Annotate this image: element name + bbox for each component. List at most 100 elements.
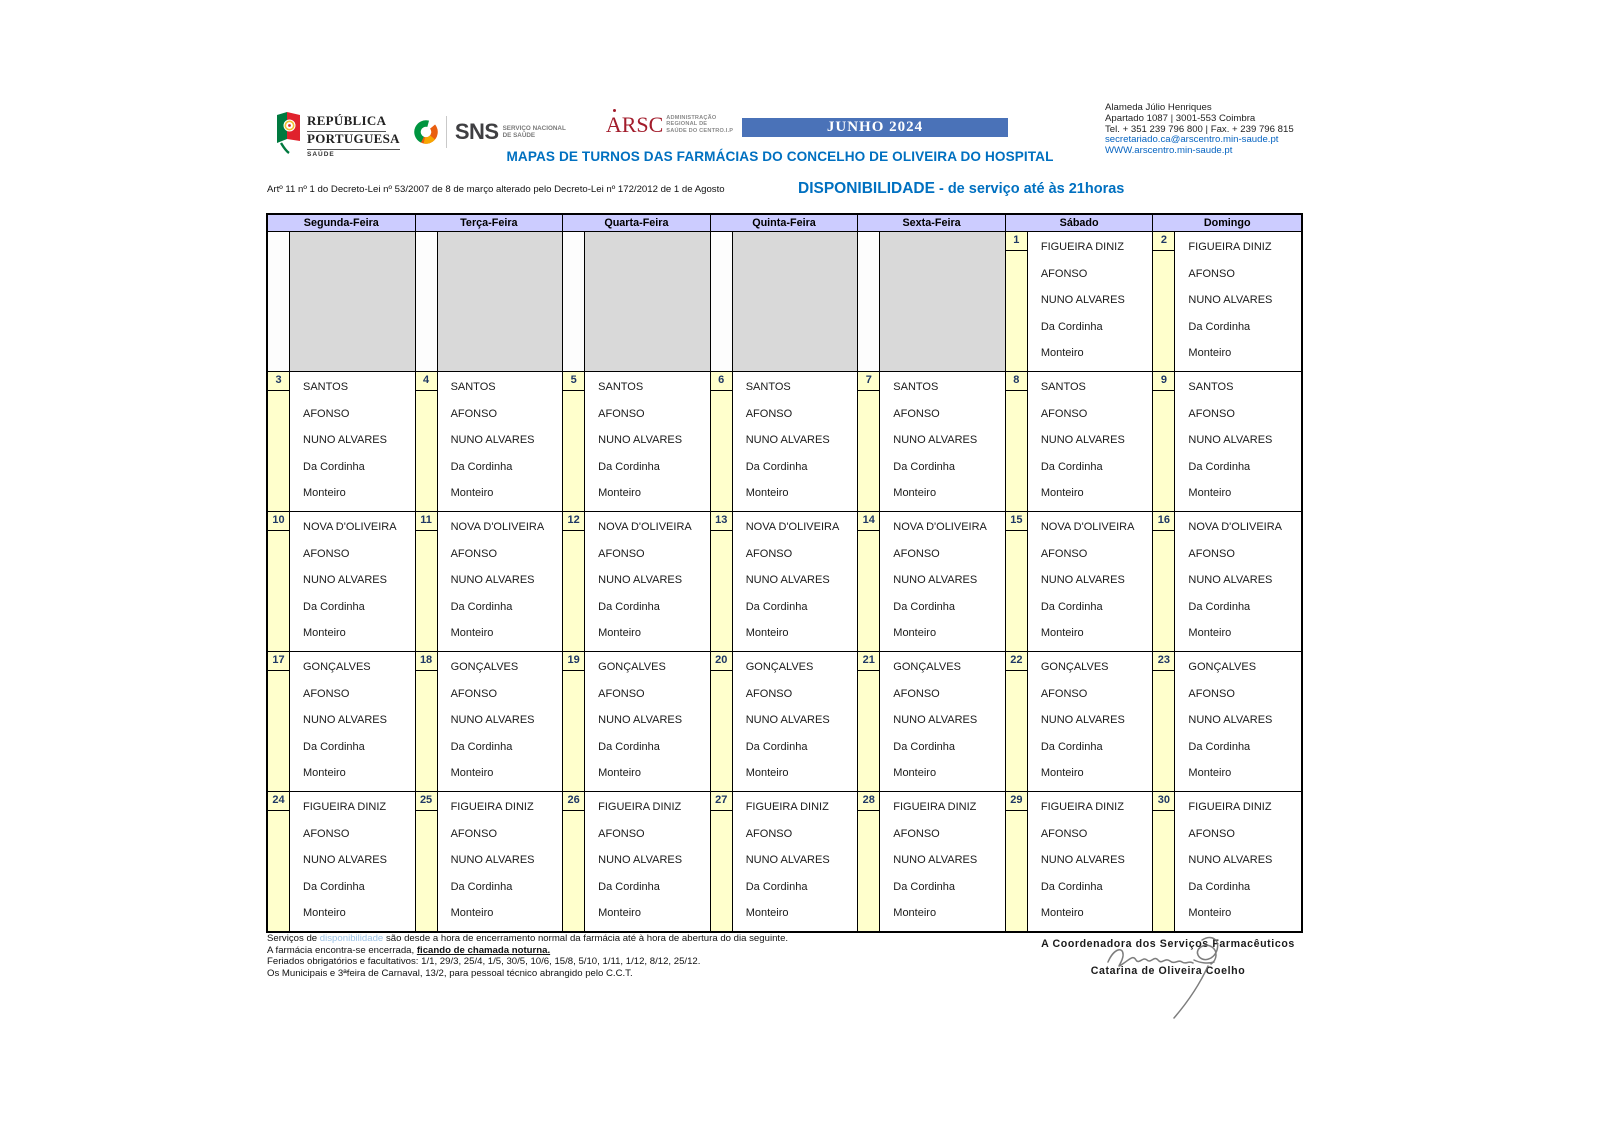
pharmacy-name: AFONSO	[1040, 407, 1088, 420]
pharmacy-name: Da Cordinha	[1040, 880, 1103, 893]
pharmacy-name: NUNO ALVARES	[1188, 434, 1273, 446]
day-cell: 8 SANTOS AFONSO NUNO ALVARES Da Cordinha Mont…	[1005, 372, 1154, 511]
pharmacy-name: Da Cordinha	[745, 880, 808, 893]
sns-logo: SNS SERVIÇO NACIONAL DE SAÚDE	[414, 116, 566, 148]
pharmacy-name: AFONSO	[598, 687, 645, 700]
day-number: 22	[1005, 652, 1027, 671]
address-line: Apartado 1087 | 3001-553 Coimbra	[1105, 112, 1256, 124]
pharmacy-name: Monteiro	[303, 907, 346, 919]
day-number-column: 23	[1153, 652, 1176, 791]
pharmacy-name: NUNO ALVARES	[450, 854, 535, 866]
day-cell	[268, 232, 416, 371]
pharmacy-name: SANTOS	[893, 381, 939, 393]
pharmacy-name: Monteiro	[598, 907, 641, 919]
pharmacy-name: AFONSO	[1188, 267, 1235, 280]
pharmacy-name: Da Cordinha	[893, 740, 956, 753]
day-number: 18	[415, 652, 437, 671]
day-cell: 25 FIGUEIRA DINIZ AFONSO NUNO ALVARES Da Cor…	[415, 792, 564, 931]
day-cell: 19 GONÇALVES AFONSO NUNO ALVARES Da Cordinha…	[563, 652, 711, 791]
pharmacy-name: Monteiro	[1188, 627, 1232, 639]
day-number-column: 17	[268, 652, 290, 791]
pharmacy-name: Monteiro	[745, 487, 789, 499]
day-number	[858, 232, 879, 250]
weekday-header: Segunda-Feira	[268, 215, 416, 231]
pharmacy-name: Monteiro	[450, 767, 494, 779]
day-number-column: 7	[858, 372, 881, 511]
day-cell: 1 FIGUEIRA DINIZ AFONSO NUNO ALVARES Da Cord…	[1005, 232, 1154, 371]
day-pharmacies: SANTOS AFONSO NUNO ALVARES Da Cordinha Monte…	[290, 372, 415, 511]
pharmacy-name: SANTOS	[745, 381, 791, 393]
day-number: 16	[1153, 512, 1175, 531]
pharmacy-name: AFONSO	[303, 547, 350, 560]
day-cell: 5 SANTOS AFONSO NUNO ALVARES Da Cordinha Mont…	[563, 372, 711, 511]
pharmacy-name: AFONSO	[1188, 547, 1235, 560]
pharmacy-name: GONÇALVES	[1188, 661, 1257, 673]
pharmacy-name: NOVA D'OLIVEIRA	[450, 521, 545, 533]
pharmacy-name: Da Cordinha	[1040, 460, 1103, 473]
day-cell	[563, 232, 711, 371]
pharmacy-name: NUNO ALVARES	[893, 434, 978, 446]
footer-notes: Serviços de disponibilidade são desde a …	[267, 933, 788, 979]
day-number: 1	[1005, 232, 1027, 251]
day-pharmacies: NOVA D'OLIVEIRA AFONSO NUNO ALVARES Da Cord…	[1175, 512, 1301, 651]
arsc-logo: ARSC ADMINISTRAÇÃO REGIONAL DE SAÚDE DO …	[606, 109, 733, 138]
day-pharmacies: GONÇALVES AFONSO NUNO ALVARES Da Cordinha Mo…	[1175, 652, 1301, 791]
pharmacy-name: NUNO ALVARES	[1040, 854, 1125, 866]
note-holidays: Feriados obrigatórios e facultativos: 1/…	[267, 956, 701, 968]
pharmacy-name: AFONSO	[745, 407, 793, 420]
pharmacy-name: AFONSO	[1188, 407, 1235, 420]
day-number: 3	[268, 372, 289, 391]
pharmacy-name: Monteiro	[1188, 907, 1232, 919]
pharmacy-name: SANTOS	[303, 381, 349, 393]
day-number-column: 21	[858, 652, 881, 791]
pharmacy-name: NUNO ALVARES	[1188, 714, 1273, 726]
pharmacy-name: NUNO ALVARES	[450, 434, 535, 446]
pharmacy-name: GONÇALVES	[450, 661, 519, 673]
pharmacy-name: NUNO ALVARES	[598, 434, 683, 446]
day-pharmacies: SANTOS AFONSO NUNO ALVARES Da Cordinha Monte…	[438, 372, 563, 511]
day-pharmacies: NOVA D'OLIVEIRA AFONSO NUNO ALVARES Da Cord…	[1028, 512, 1153, 651]
email-link[interactable]: secretariado.ca@arscentro.min-saude.pt	[1105, 134, 1279, 146]
day-cell: 2 FIGUEIRA DINIZ AFONSO NUNO ALVARES Da Cord…	[1153, 232, 1301, 371]
pharmacy-name: Monteiro	[893, 487, 937, 499]
day-pharmacies: FIGUEIRA DINIZ AFONSO NUNO ALVARES Da Cordi…	[880, 792, 1005, 931]
day-number-column	[858, 232, 881, 371]
pharmacy-name: Monteiro	[598, 627, 641, 639]
day-cell: 21 GONÇALVES AFONSO NUNO ALVARES Da Cordinha…	[858, 652, 1006, 791]
day-number: 11	[415, 512, 437, 531]
day-number-column: 18	[415, 652, 438, 791]
weekday-header: Terça-Feira	[416, 215, 564, 231]
pharmacy-name: NUNO ALVARES	[1040, 434, 1125, 446]
day-number: 6	[710, 372, 732, 391]
weekday-header: Domingo	[1203, 217, 1251, 229]
pharmacy-name: Monteiro	[450, 907, 494, 919]
pharmacy-name: Monteiro	[303, 627, 346, 639]
pharmacy-name: Monteiro	[745, 767, 789, 779]
address-line: Alameda Júlio Henriques	[1105, 102, 1212, 113]
pharmacy-name: Da Cordinha	[745, 740, 808, 753]
pharmacy-name: AFONSO	[450, 687, 498, 700]
pharmacy-name: AFONSO	[745, 827, 793, 840]
pharmacy-name: Da Cordinha	[1188, 600, 1251, 613]
website-link[interactable]: WWW.arscentro.min-saude.pt	[1105, 145, 1233, 157]
pharmacy-name: NUNO ALVARES	[1040, 714, 1125, 726]
pharmacy-name: AFONSO	[303, 827, 350, 840]
pharmacy-name: AFONSO	[1040, 687, 1088, 700]
day-number: 7	[858, 372, 880, 391]
day-cell: 15 NOVA D'OLIVEIRA AFONSO NUNO ALVARES Da Co…	[1005, 512, 1154, 651]
pharmacy-name: NOVA D'OLIVEIRA	[598, 521, 692, 533]
day-pharmacies	[585, 232, 710, 371]
pharmacy-name: AFONSO	[893, 827, 940, 840]
pharmacy-name: AFONSO	[745, 687, 793, 700]
day-pharmacies: FIGUEIRA DINIZ AFONSO NUNO ALVARES Da Cordi…	[438, 792, 563, 931]
pharmacy-name: Da Cordinha	[450, 600, 513, 613]
day-number-column: 8	[1005, 372, 1028, 511]
pharmacy-name: NUNO ALVARES	[1188, 574, 1273, 586]
day-number-column: 26	[563, 792, 586, 931]
day-cell: 17 GONÇALVES AFONSO NUNO ALVARES Da Cordinha…	[268, 652, 416, 791]
pharmacy-name: AFONSO	[1188, 827, 1235, 840]
day-number-column: 24	[268, 792, 290, 931]
day-number-column: 22	[1005, 652, 1028, 791]
day-number-column: 20	[710, 652, 733, 791]
pharmacy-name: Monteiro	[745, 907, 789, 919]
